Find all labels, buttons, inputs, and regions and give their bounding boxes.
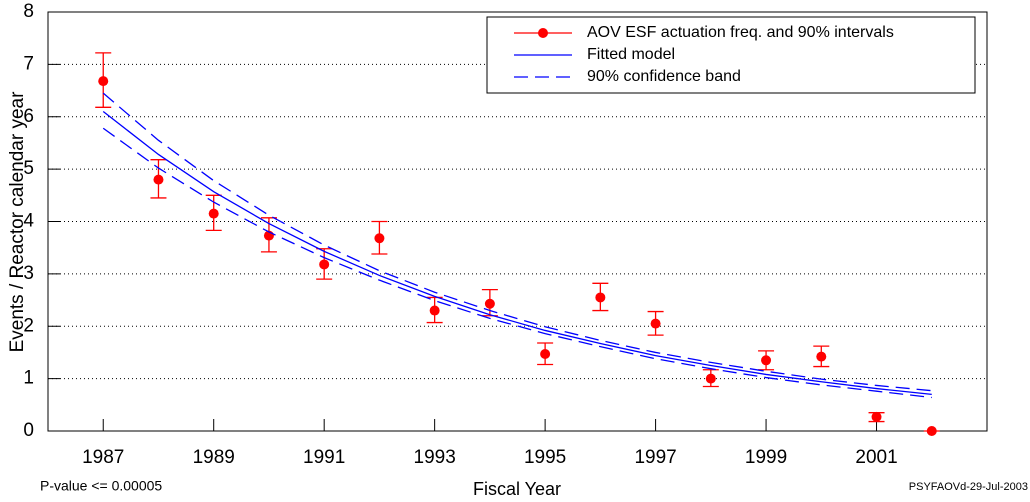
- x-tick-label: 1995: [524, 447, 566, 468]
- x-axis-label: Fiscal Year: [473, 479, 561, 499]
- data-point: [429, 305, 440, 316]
- band-lower: [102, 127, 932, 399]
- data-point: [705, 373, 716, 384]
- y-tick-label: 6: [23, 106, 34, 127]
- x-tick-label: 1999: [745, 447, 787, 468]
- data-point: [319, 259, 330, 270]
- data-point: [871, 411, 882, 422]
- x-tick-label: 1989: [193, 447, 235, 468]
- y-tick-label: 8: [23, 1, 34, 22]
- y-tick-label: 7: [23, 53, 34, 74]
- y-tick-label: 5: [23, 158, 34, 179]
- y-tick-label: 1: [23, 368, 34, 389]
- x-tick-label: 1993: [414, 447, 456, 468]
- y-tick-label: 3: [23, 263, 34, 284]
- x-tick-label: 2001: [855, 447, 897, 468]
- legend-swatch: [538, 28, 548, 38]
- legend-label: Fitted model: [587, 46, 675, 63]
- y-axis-label: Events / Reactor calendar year: [7, 91, 28, 353]
- legend-label: AOV ESF actuation freq. and 90% interval…: [587, 24, 894, 41]
- footnote: PSYFAOVd-29-Jul-2003: [909, 481, 1028, 493]
- data-point: [540, 349, 551, 360]
- y-tick-label: 2: [23, 315, 34, 336]
- data-point: [816, 351, 827, 362]
- x-tick-label: 1997: [634, 447, 676, 468]
- data-point: [153, 174, 164, 185]
- fitted-line: [102, 110, 932, 395]
- data-point: [98, 76, 109, 87]
- x-tick-label: 1991: [303, 447, 345, 468]
- data-point: [650, 318, 661, 329]
- data-point: [374, 233, 385, 244]
- data-point: [208, 208, 219, 219]
- data-point: [761, 355, 772, 366]
- legend-label: 90% confidence band: [587, 68, 741, 85]
- data-point: [595, 292, 606, 303]
- band-upper: [102, 92, 932, 392]
- data-point: [484, 298, 495, 309]
- data-point: [926, 426, 937, 436]
- y-tick-label: 0: [23, 420, 34, 441]
- x-tick-label: 1987: [82, 447, 124, 468]
- y-tick-label: 4: [23, 211, 34, 232]
- footnote: P-value <= 0.00005: [40, 478, 162, 494]
